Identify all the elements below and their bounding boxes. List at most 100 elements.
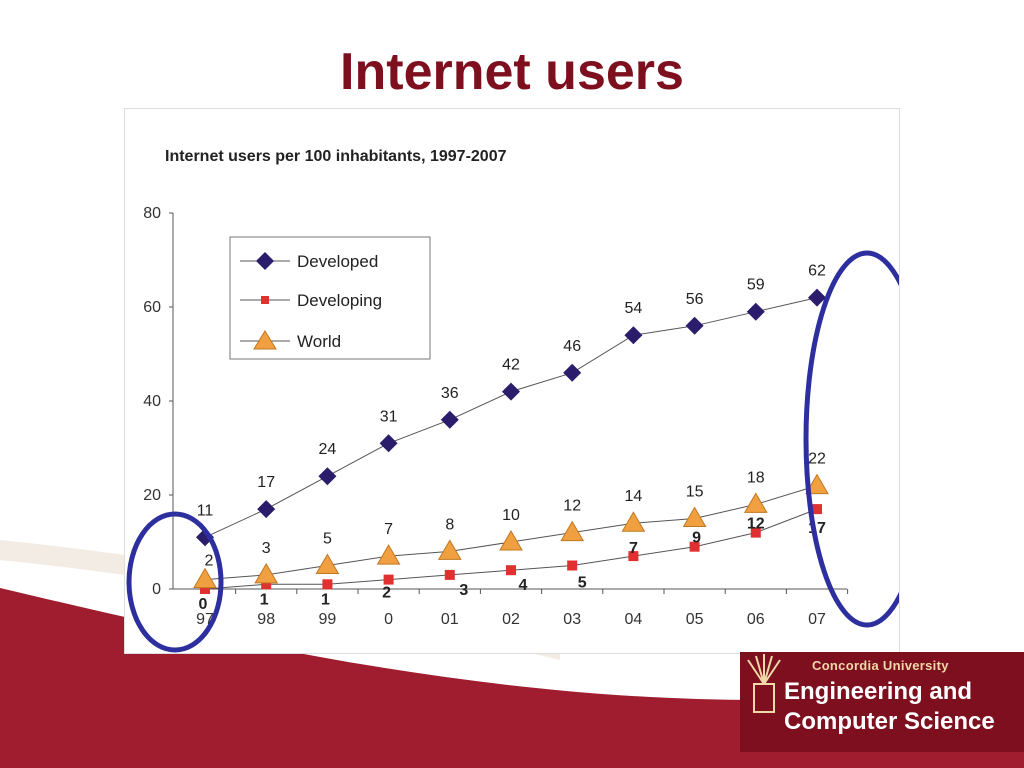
point-developed bbox=[379, 434, 398, 453]
point-developing bbox=[812, 504, 822, 515]
point-world bbox=[376, 544, 401, 565]
point-developed bbox=[624, 326, 643, 345]
legend-marker-developing bbox=[261, 296, 269, 304]
x-tick-label: 07 bbox=[808, 611, 826, 628]
data-label-developed: 54 bbox=[625, 300, 643, 317]
point-developing bbox=[200, 584, 210, 594]
data-label-developed: 24 bbox=[319, 441, 337, 458]
point-world bbox=[805, 473, 829, 495]
data-label-developing: 2 bbox=[382, 585, 391, 602]
legend: Developed Developing World bbox=[229, 236, 431, 360]
x-tick-label: 04 bbox=[625, 611, 643, 628]
data-label-developing: 7 bbox=[629, 540, 638, 557]
point-developing bbox=[567, 560, 578, 571]
point-developing bbox=[689, 541, 700, 552]
data-label-world: 3 bbox=[262, 540, 271, 557]
line-chart: Internet users per 100 inhabitants, 1997… bbox=[126, 148, 899, 653]
data-label-developed: 59 bbox=[747, 277, 765, 294]
data-label-developing: 1 bbox=[321, 591, 330, 608]
data-label-world: 22 bbox=[808, 451, 826, 468]
slide-title: Internet users bbox=[340, 43, 684, 101]
point-world bbox=[560, 520, 585, 542]
data-label-developing: 12 bbox=[747, 516, 765, 533]
legend-marker-world bbox=[253, 330, 277, 350]
highlight-ellipse-07 bbox=[803, 250, 899, 628]
legend-label-world: World bbox=[297, 332, 341, 351]
data-label-developed: 11 bbox=[197, 502, 214, 519]
point-developed bbox=[502, 382, 520, 401]
data-label-developed: 62 bbox=[808, 263, 826, 280]
data-label-world: 5 bbox=[323, 531, 332, 548]
point-developed bbox=[685, 316, 704, 335]
legend-label-developed: Developed bbox=[297, 252, 378, 271]
x-tick-label: 02 bbox=[502, 611, 520, 628]
point-developed bbox=[440, 410, 459, 429]
data-label-world: 12 bbox=[563, 498, 581, 515]
point-world bbox=[254, 562, 279, 584]
sunburst-icon bbox=[747, 654, 781, 713]
point-world bbox=[193, 567, 217, 589]
x-tick-label: 01 bbox=[441, 611, 459, 628]
point-world bbox=[315, 553, 340, 574]
data-label-developing: 4 bbox=[519, 577, 528, 594]
x-tick-label: 99 bbox=[319, 611, 337, 628]
point-developed bbox=[563, 363, 582, 382]
point-world bbox=[437, 539, 462, 560]
data-label-developed: 36 bbox=[441, 385, 459, 402]
y-tick-label: 80 bbox=[143, 205, 161, 222]
data-label-developed: 17 bbox=[257, 474, 275, 491]
x-tick-label: 05 bbox=[686, 611, 704, 628]
chart-title: Internet users per 100 inhabitants, 1997… bbox=[165, 148, 507, 165]
point-developing bbox=[750, 527, 761, 538]
point-world bbox=[682, 506, 707, 527]
logo-faculty-line1: Engineering and bbox=[784, 678, 973, 705]
point-developing bbox=[261, 579, 272, 590]
x-tick-label: 98 bbox=[257, 611, 275, 628]
data-label-developing: 9 bbox=[692, 530, 701, 547]
y-axis-ticks: 0 20 40 60 80 bbox=[143, 205, 173, 598]
point-developed bbox=[257, 500, 276, 519]
data-label-developed: 56 bbox=[686, 291, 704, 308]
point-world bbox=[621, 511, 646, 532]
point-developed bbox=[318, 467, 337, 486]
data-label-world: 2 bbox=[205, 553, 214, 570]
logo-faculty-line2: Computer Science bbox=[784, 708, 995, 735]
x-tick-label: 03 bbox=[563, 611, 581, 628]
y-tick-label: 40 bbox=[143, 393, 161, 410]
data-label-world: 8 bbox=[445, 516, 454, 533]
highlight-ellipse-97 bbox=[126, 511, 224, 653]
data-label-developing: 1 bbox=[260, 591, 269, 608]
point-developing bbox=[444, 569, 455, 580]
logo-university-name: Concordia University bbox=[812, 658, 949, 673]
data-label-world: 18 bbox=[747, 469, 765, 486]
point-developing bbox=[628, 551, 639, 562]
x-tick-label: 0 bbox=[384, 611, 393, 628]
data-label-world: 10 bbox=[502, 507, 520, 524]
point-developing bbox=[383, 574, 394, 585]
y-tick-label: 20 bbox=[143, 487, 161, 504]
point-developed bbox=[808, 288, 826, 307]
point-world bbox=[499, 530, 523, 551]
data-label-developed: 31 bbox=[380, 408, 398, 425]
data-label-developing: 5 bbox=[578, 575, 587, 592]
data-label-world: 15 bbox=[686, 484, 704, 501]
data-label-developed: 42 bbox=[502, 357, 520, 374]
data-label-world: 7 bbox=[384, 521, 393, 538]
x-axis-ticks: 97 98 99 0 01 02 03 04 05 06 07 bbox=[196, 589, 849, 628]
x-tick-label: 06 bbox=[747, 611, 765, 628]
data-label-developing: 0 bbox=[199, 596, 208, 613]
y-tick-label: 60 bbox=[143, 299, 161, 316]
chart-panel: Internet users per 100 inhabitants, 1997… bbox=[124, 108, 900, 654]
data-label-world: 14 bbox=[625, 488, 643, 505]
university-logo: Concordia University Engineering and Com… bbox=[740, 652, 1024, 752]
point-world bbox=[743, 492, 768, 513]
y-tick-label: 0 bbox=[152, 581, 161, 598]
point-developing bbox=[506, 565, 516, 576]
data-label-developed: 46 bbox=[563, 338, 581, 355]
point-developed bbox=[746, 302, 765, 321]
point-developing bbox=[322, 579, 333, 590]
legend-marker-developed bbox=[256, 252, 274, 270]
data-label-developing: 3 bbox=[459, 582, 468, 599]
legend-label-developing: Developing bbox=[297, 291, 382, 310]
